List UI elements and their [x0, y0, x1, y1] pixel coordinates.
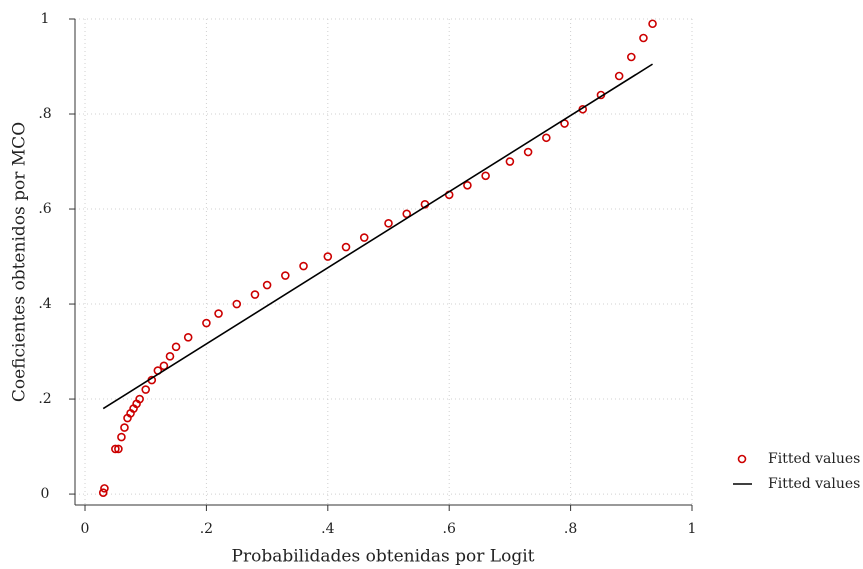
y-tick-label: .4 — [38, 296, 51, 312]
point — [262, 280, 272, 290]
point — [463, 180, 472, 190]
x-axis-title: Probabilidades obtenidas por Logit — [232, 547, 535, 567]
point — [114, 444, 123, 454]
point — [171, 342, 181, 352]
point — [523, 147, 533, 157]
x-tick-label: 1 — [688, 521, 697, 537]
legend-label: Fitted values — [768, 451, 860, 467]
point — [111, 444, 120, 454]
legend-label: Fitted values — [768, 476, 860, 492]
point — [165, 352, 175, 361]
y-tick-label: .6 — [38, 201, 51, 217]
point — [117, 432, 126, 442]
point — [159, 361, 169, 371]
x-tick-label: .2 — [200, 521, 213, 537]
x-tick-label: 0 — [81, 521, 90, 537]
point — [141, 385, 151, 394]
x-tick-label: .6 — [443, 521, 456, 537]
point — [281, 271, 290, 280]
point — [100, 484, 109, 493]
point — [542, 133, 551, 143]
point — [639, 33, 648, 43]
point — [341, 242, 351, 252]
point — [648, 19, 657, 29]
point — [359, 233, 369, 242]
point — [384, 218, 393, 228]
y-tick-label: .2 — [38, 391, 51, 407]
point — [232, 299, 242, 309]
point — [135, 394, 144, 404]
point — [299, 261, 308, 271]
point — [402, 209, 412, 219]
point — [214, 309, 223, 318]
fit-line — [102, 63, 653, 410]
y-tick-label: 1 — [41, 11, 50, 27]
point — [202, 318, 211, 328]
y-tick-label: .8 — [38, 106, 51, 122]
point — [627, 52, 636, 62]
point — [98, 488, 108, 497]
y-tick-label: 0 — [41, 486, 50, 502]
legend-swatch — [737, 454, 747, 464]
point — [250, 290, 260, 299]
point — [505, 157, 515, 166]
x-tick-label: .8 — [564, 521, 577, 537]
y-axis-title: Coeficientes obtenidos por MCO — [10, 122, 30, 402]
point — [183, 332, 193, 342]
x-tick-label: .4 — [321, 521, 334, 537]
point — [481, 171, 490, 181]
point — [614, 71, 624, 81]
point — [323, 252, 333, 261]
point — [120, 423, 129, 432]
